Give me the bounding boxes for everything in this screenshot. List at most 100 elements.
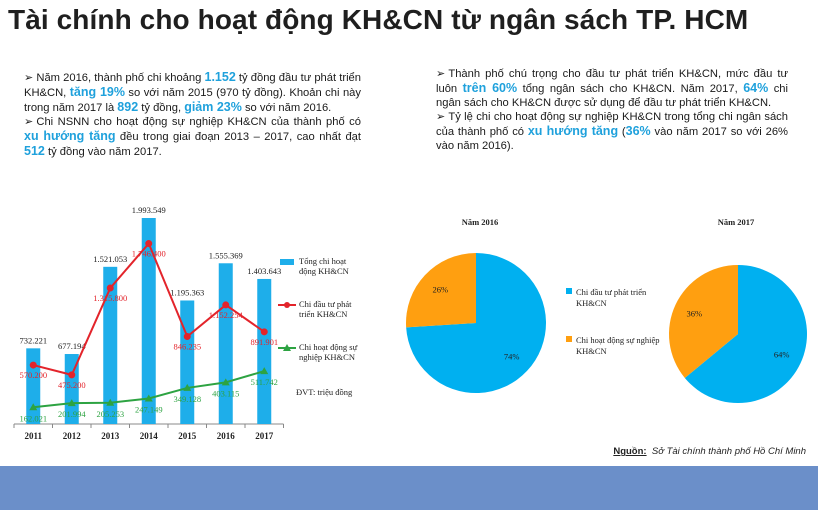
text-run: tỷ đồng, [138,102,185,114]
combo-chart: 2011 2012 2013 2014 2015 2016 2017 732.221 677.1… [13,205,358,441]
right-text-block: ➢ Thành phố chú trọng cho đầu tư phát tri… [436,67,788,153]
invest-point [183,333,191,341]
text-run: đều trong giai đoạn 2013 – 2017, cao nhấ… [115,131,361,143]
operate-value-label: 247.149 [135,404,163,414]
invest-value-label: 1.746.400 [132,249,166,259]
x-tick-label: 2017 [255,431,274,441]
text-run: tỷ đồng đầu tư phát triển KH&CN, [24,72,362,99]
legend-label: Chi đầu tư phát triển KH&CN [299,299,352,319]
pie-2017-slice-label: 36% [687,308,703,318]
bar-total-2015 [180,300,195,424]
text-run: Năm 2016, thành phố chi khoảng [36,72,205,84]
pie-2016-slice-label: 26% [432,284,448,294]
operate-point [67,399,76,407]
bar-value-label: 1.195.363 [170,287,204,297]
x-tick-label: 2014 [140,431,159,441]
legend-line: Chi đầu tư phát triển [576,287,647,297]
pie-2016-slice-1 [406,253,476,328]
highlight: xu hướng tăng [24,129,116,143]
invest-value-label: 1.315.800 [93,293,127,303]
text-run: vào năm 2017 so với 26% vào năm 2016). [436,126,788,152]
operate-value-label: 162.021 [19,413,47,423]
legend-line: Tổng chi hoạt [299,256,347,266]
text-run: tỷ đồng vào năm 2017. [44,146,162,158]
invest-value-label: 475.200 [58,380,86,390]
unit-note: ĐVT: triệu đồng [296,387,353,397]
legend-line: triển KH&CN [299,309,347,319]
pie-legend-swatch [566,288,572,294]
pie-charts: Năm 2016 74% 26% Năm 2017 64% 36% Chi đầu tư p… [406,217,807,403]
invest-point [145,240,153,248]
text-run: Chi NSNN cho hoạt động sự nghiệp KH&CN c… [36,116,361,128]
highlight: 1.152 [204,70,236,84]
pie-legend-label: Chi đầu tư phát triển KH&CN [576,287,647,308]
operate-point [106,398,115,406]
arrow-bullet-icon: ➢ [24,72,34,84]
x-tick-label: 2011 [24,431,42,441]
pie-2017-slice-1 [669,265,738,378]
bar-value-label: 1.403.643 [247,266,281,276]
invest-point [260,328,268,336]
operate-value-label: 201.994 [58,409,86,419]
bar-total-2017 [257,278,272,424]
text-run: so với năm 2015 (970 tỷ đồng). Khoản chi… [24,87,361,114]
invest-value-label: 891.901 [250,337,278,347]
x-tick-label: 2016 [217,431,236,441]
legend-label: Tổng chi hoạt động KH&CN [299,256,349,276]
right-bullet-2: ➢ Tỷ lệ chi cho hoạt động sự nghiệp KH&CN… [436,110,788,153]
operate-value-label: 205.253 [96,409,124,419]
bar-value-label: 1.521.053 [93,254,127,264]
text-run: so với năm 2016. [241,102,332,114]
legend-line: Chi hoạt động sự [299,342,358,352]
pie-2016-slice-label: 74% [504,352,520,362]
source-note: Nguồn: Sở Tài chính thành phố Hồ Chí Min… [613,446,806,457]
pie-2017-slice-label: 64% [774,350,790,360]
text-run: Tỷ lệ chi cho hoạt động sự nghiệp KH&CN … [436,111,788,138]
pie-2017-slice-0 [684,265,807,403]
operate-point [260,367,269,375]
bar-value-label: 732.221 [19,335,47,345]
x-tick-label: 2013 [101,431,120,441]
slide-title: Tài chính cho hoạt động KH&CN từ ngân sá… [8,4,749,35]
bar-total-2012 [64,354,79,424]
pie-2016-slice-0 [406,253,546,393]
left-bullet-2: ➢ Chi NSNN cho hoạt động sự nghiệp KH&CN … [24,115,361,159]
invest-value-label: 570.200 [19,370,47,380]
pie-2017-title: Năm 2017 [718,217,755,227]
bar-total-2014 [141,217,156,424]
operate-value-label: 349.128 [173,394,201,404]
invest-point [106,284,114,292]
pie-legend-swatch [566,336,572,342]
pie-2016-title: Năm 2016 [462,217,499,227]
legend-swatch [280,259,294,265]
slide: Tài chính cho hoạt động KH&CN từ ngân sá… [0,0,818,466]
operate-value-label: 403.115 [212,388,239,398]
legend-line: Chi đầu tư phát [299,299,352,309]
source-text: Sở Tài chính thành phố Hồ Chí Minh [651,446,806,457]
text-run: chi ngân sách cho KH&CN được sử dụng để … [436,83,788,109]
highlight: xu hướng tăng [527,124,619,138]
operate-point [29,403,38,411]
source-label: Nguồn: [613,446,647,457]
highlight: 36% [625,124,651,138]
highlight: giảm 23% [184,100,242,114]
operate-point [183,383,192,391]
left-bullet-1: ➢ Năm 2016, thành phố chi khoảng 1.152 tỷ… [24,70,361,115]
bar-value-label: 1.555.369 [209,250,243,260]
x-tick-label: 2012 [63,431,82,441]
operate-value-label: 511.742 [251,377,278,387]
operate-point [144,394,153,402]
legend-line: động KH&CN [299,266,349,276]
highlight: tăng 19% [69,85,125,99]
text-run: tổng ngân sách cho KH&CN. Năm 2017, [517,83,744,95]
legend-marker [284,302,290,308]
arrow-bullet-icon: ➢ [436,111,446,123]
pie-legend-label: Chi hoạt động sự nghiệp KH&CN [576,335,659,356]
bar-total-2016 [218,263,233,424]
invest-point [29,361,37,369]
right-bullet-1: ➢ Thành phố chú trọng cho đầu tư phát tri… [436,67,788,110]
text-run: ( [618,126,626,138]
invest-value-label: 846.235 [173,342,201,352]
arrow-bullet-icon: ➢ [436,68,446,80]
highlight: 512 [24,144,45,158]
